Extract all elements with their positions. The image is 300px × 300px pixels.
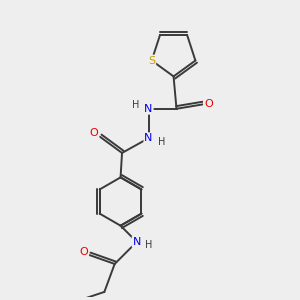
- Text: S: S: [148, 56, 155, 65]
- Text: N: N: [144, 104, 153, 114]
- Text: H: H: [158, 137, 166, 147]
- Text: O: O: [204, 99, 213, 110]
- Text: O: O: [90, 128, 98, 138]
- Text: H: H: [132, 100, 139, 110]
- Text: H: H: [146, 240, 153, 250]
- Text: O: O: [80, 247, 88, 256]
- Text: N: N: [144, 133, 153, 143]
- Text: N: N: [133, 237, 141, 247]
